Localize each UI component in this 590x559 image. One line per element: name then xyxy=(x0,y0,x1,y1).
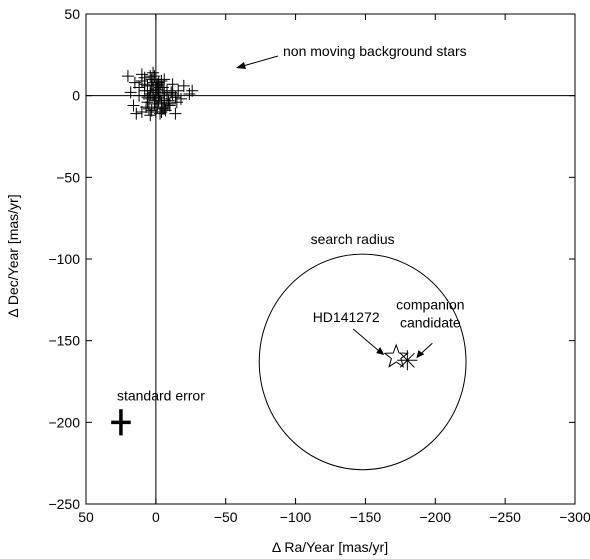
background-star-point xyxy=(166,88,179,101)
x-tick-label: −300 xyxy=(559,509,590,525)
x-tick-label: −150 xyxy=(350,509,382,525)
background-star-point xyxy=(141,89,154,102)
y-tick-label: 0 xyxy=(72,88,80,104)
y-tick-label: −100 xyxy=(48,251,80,267)
background-stars-arrowhead xyxy=(236,62,246,69)
background-star-point xyxy=(183,88,196,101)
background-star-point xyxy=(124,86,137,99)
background-star-point xyxy=(149,91,162,104)
hd141272-arrow-line xyxy=(352,328,381,353)
background-star-point xyxy=(149,106,162,118)
standard-error-label: standard error xyxy=(117,387,205,403)
background-star-point xyxy=(127,99,140,112)
y-axis-label: Δ Dec/Year [mas/yr] xyxy=(5,194,21,317)
x-tick-label: −200 xyxy=(420,509,452,525)
hd141272-star-marker xyxy=(383,343,409,368)
y-tick-label: −50 xyxy=(56,169,80,185)
background-star-point xyxy=(121,70,134,83)
tick-labels: 50 0 −50 −100 −150 −200 −250 −300 50 0 −50 −100 −150… xyxy=(48,6,590,525)
background-star-point xyxy=(138,78,151,91)
companion-arrow-line xyxy=(420,342,433,355)
companion-candidate-label: companion xyxy=(396,296,465,312)
search-radius-label: search radius xyxy=(311,231,395,247)
background-star-point xyxy=(133,81,146,94)
background-stars-label: non moving background stars xyxy=(283,43,467,59)
background-star-point xyxy=(130,107,143,120)
x-tick-label: −100 xyxy=(280,509,312,525)
background-star-point xyxy=(151,78,164,91)
y-tick-label: −200 xyxy=(48,414,80,430)
companion-candidate-label: candidate xyxy=(400,314,461,330)
background-star-point xyxy=(169,107,182,120)
background-star-point xyxy=(144,84,157,97)
background-star-point xyxy=(140,101,153,114)
y-tick-label: −150 xyxy=(48,333,80,349)
background-star-point xyxy=(172,84,185,97)
background-star-point xyxy=(135,68,148,81)
x-tick-label: −50 xyxy=(214,509,238,525)
x-tick-label: −250 xyxy=(489,509,521,525)
background-star-point xyxy=(147,88,160,101)
background-star-point xyxy=(186,84,199,97)
background-star-point xyxy=(144,109,157,122)
chart-annotations: search radius HD141272 companion candidate s… xyxy=(111,43,467,471)
x-axis-label: Δ Ra/Year [mas/yr] xyxy=(272,539,388,555)
background-stars-series xyxy=(121,66,199,122)
x-tick-label: 50 xyxy=(78,509,94,525)
background-star-point xyxy=(163,99,176,112)
background-star-point xyxy=(170,96,183,109)
background-star-point xyxy=(169,91,182,104)
background-star-point xyxy=(155,97,168,110)
background-stars-arrow-line xyxy=(242,55,279,67)
background-star-point xyxy=(162,94,175,107)
background-star-point xyxy=(148,70,161,83)
background-star-point xyxy=(158,73,171,86)
search-radius-circle xyxy=(258,253,467,471)
standard-error-cross xyxy=(111,409,131,436)
background-star-point xyxy=(145,73,158,86)
y-tick-label: 50 xyxy=(64,6,80,22)
axis-ticks xyxy=(85,13,576,505)
hd141272-arrowhead xyxy=(376,347,385,355)
y-tick-label: −250 xyxy=(48,496,80,512)
background-star-point xyxy=(152,89,165,102)
background-star-point xyxy=(177,79,190,92)
background-star-point xyxy=(158,101,171,114)
companion-arrowhead xyxy=(416,350,425,359)
background-star-point xyxy=(154,81,167,94)
hd141272-label: HD141272 xyxy=(313,309,380,325)
companion-candidate-marker xyxy=(397,350,418,371)
x-tick-label: 0 xyxy=(152,509,160,525)
